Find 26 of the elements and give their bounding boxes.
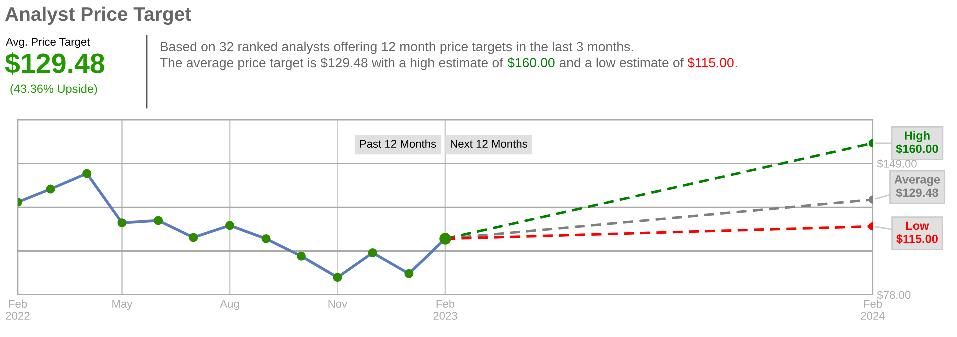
text: and a low estimate of (560, 58, 684, 68)
text: The average price target is $129.48 with a high estimate of (160, 58, 504, 70)
text: (43.36% Upside) (10, 84, 98, 96)
x-tick-label: Feb 2022 (6, 300, 30, 320)
y-tick-label: $149.00 (877, 160, 917, 169)
data-label: $129.48 (896, 188, 938, 198)
series-label: Average (894, 176, 940, 186)
annotation: Next 12 Months (451, 140, 528, 148)
text: $115.00 (688, 58, 734, 68)
text: Low (906, 222, 930, 230)
x-tick-label: Feb 2024 (861, 300, 886, 320)
text: Based on 32 ranked analysts offering 12 month price targets in the last 3 months. (161, 42, 634, 54)
x-tick-label: Nov (328, 300, 348, 308)
x-tick-label: Aug (220, 300, 240, 310)
data-label: $115.00 (896, 234, 938, 244)
x-tick-label: Feb 2023 (434, 300, 458, 320)
text: . (736, 66, 738, 68)
text: $160.00 (508, 58, 555, 68)
y-tick-label: $78.00 (877, 290, 911, 300)
x-tick-label: May (112, 300, 133, 310)
data-label: $160.00 (896, 144, 938, 154)
text: Avg. Price Target (6, 38, 90, 48)
annotation: Past 12 Months (360, 140, 436, 148)
text: High (905, 131, 930, 142)
text: $129.48 (5, 52, 105, 76)
chart-title: Analyst Price Target (5, 6, 192, 26)
